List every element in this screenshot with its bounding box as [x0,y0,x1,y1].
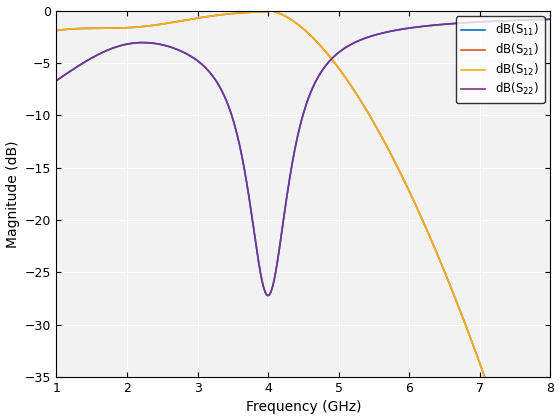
dB(S$_{12}$) [53,28,60,33]
dB(S$_{22}$) [349,41,356,46]
dB(S$_{21}$) [143,24,150,29]
Legend: dB(S$_{11}$), dB(S$_{21}$), dB(S$_{12}$), dB(S$_{22}$): dB(S$_{11}$), dB(S$_{21}$), dB(S$_{12}$)… [456,16,544,103]
dB(S$_{21}$) [265,8,272,13]
dB(S$_{22}$) [375,32,381,37]
dB(S$_{11}$) [547,17,554,22]
dB(S$_{22}$) [143,40,150,45]
Line: dB(S$_{12}$): dB(S$_{12}$) [57,10,550,420]
dB(S$_{11}$) [242,171,249,176]
dB(S$_{22}$) [459,21,466,26]
dB(S$_{12}$) [375,127,381,132]
dB(S$_{21}$) [242,10,249,15]
Line: dB(S$_{21}$): dB(S$_{21}$) [57,10,550,420]
dB(S$_{12}$) [265,8,272,13]
dB(S$_{22}$) [422,24,428,29]
dB(S$_{12}$) [422,223,428,228]
dB(S$_{12}$) [143,24,150,29]
dB(S$_{22}$) [265,293,272,298]
dB(S$_{21}$) [53,28,60,33]
Line: dB(S$_{11}$): dB(S$_{11}$) [57,19,550,296]
dB(S$_{11}$) [459,21,466,26]
X-axis label: Frequency (GHz): Frequency (GHz) [246,400,361,415]
dB(S$_{11}$) [53,78,60,83]
dB(S$_{22}$) [547,17,554,22]
dB(S$_{21}$) [349,86,356,91]
dB(S$_{22}$) [242,171,249,176]
dB(S$_{12}$) [242,10,249,15]
Line: dB(S$_{22}$): dB(S$_{22}$) [57,19,550,296]
dB(S$_{11}$) [143,40,150,45]
dB(S$_{21}$) [422,223,428,228]
dB(S$_{12}$) [349,86,356,91]
dB(S$_{21}$) [375,127,381,132]
dB(S$_{11}$) [375,32,381,37]
Y-axis label: Magnitude (dB): Magnitude (dB) [6,140,20,247]
dB(S$_{11}$) [265,293,272,298]
dB(S$_{21}$) [459,315,466,320]
dB(S$_{11}$) [422,24,428,29]
dB(S$_{12}$) [459,315,466,320]
dB(S$_{22}$) [53,78,60,83]
dB(S$_{11}$) [349,41,356,46]
